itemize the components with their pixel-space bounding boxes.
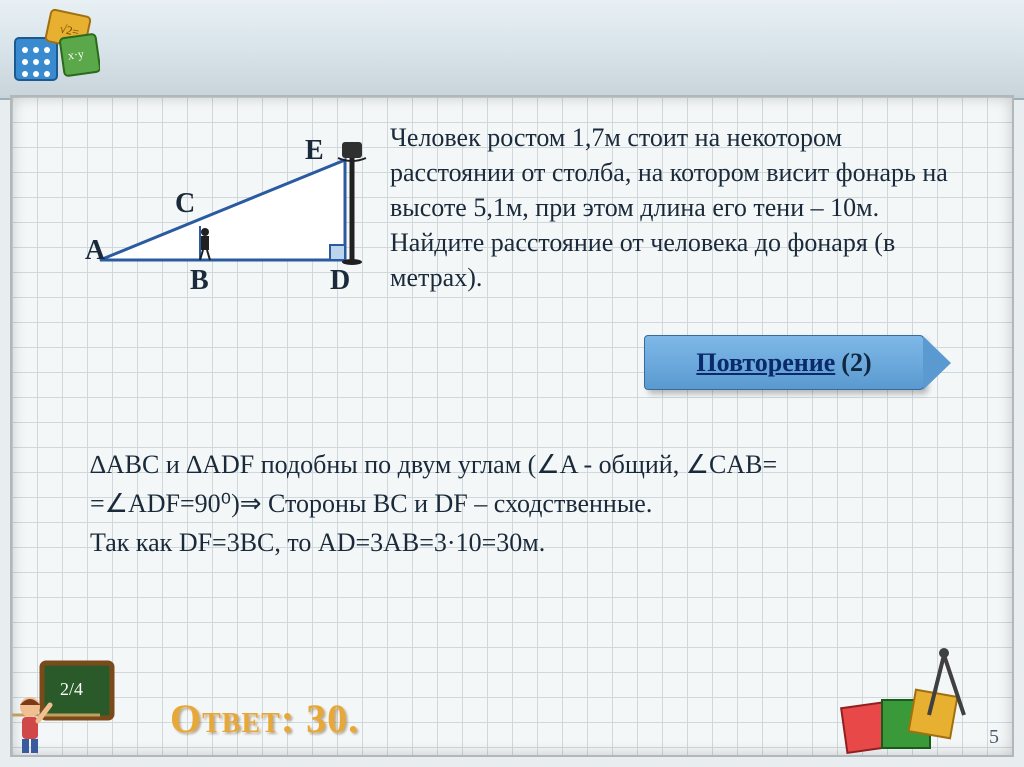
svg-text:x·y: x·y	[67, 47, 85, 63]
repeat-link[interactable]: Повторение	[696, 348, 835, 378]
corner-math-icon: √2= x·y	[10, 8, 100, 88]
geometry-tools-icon	[834, 645, 984, 755]
teacher-chalkboard-icon: 2/4	[12, 655, 152, 755]
label-c: C	[175, 188, 195, 220]
label-b: B	[190, 265, 209, 297]
triangle-diagram: A B C D E	[90, 120, 370, 300]
label-d: D	[330, 265, 350, 297]
header-bar	[0, 0, 1024, 100]
answer-label: Ответ:	[170, 696, 295, 741]
solution-line-3: Так как DF=3BC, то AD=3AB=3·10=30м.	[90, 523, 964, 562]
answer-value: 30.	[306, 696, 359, 741]
solution-line-1: ∆ABC и ∆ADF подобны по двум углам (∠A - …	[90, 445, 964, 484]
solution-text: ∆ABC и ∆ADF подобны по двум углам (∠A - …	[90, 445, 964, 562]
problem-text: Человек ростом 1,7м стоит на некотором р…	[390, 120, 964, 295]
repeat-button[interactable]: Повторение (2)	[644, 335, 924, 390]
answer-text: Ответ: 30.	[170, 695, 359, 742]
svg-text:2/4: 2/4	[60, 679, 83, 699]
repeat-count: (2)	[841, 348, 871, 378]
solution-line-2: =∠ADF=90⁰)⇒ Стороны BC и DF – сходственн…	[90, 484, 964, 523]
page-number: 5	[989, 726, 999, 749]
label-a: A	[85, 235, 105, 267]
label-e: E	[305, 135, 324, 167]
slide-content: A B C D E Человек ростом 1,7м стоит на н…	[90, 120, 964, 562]
